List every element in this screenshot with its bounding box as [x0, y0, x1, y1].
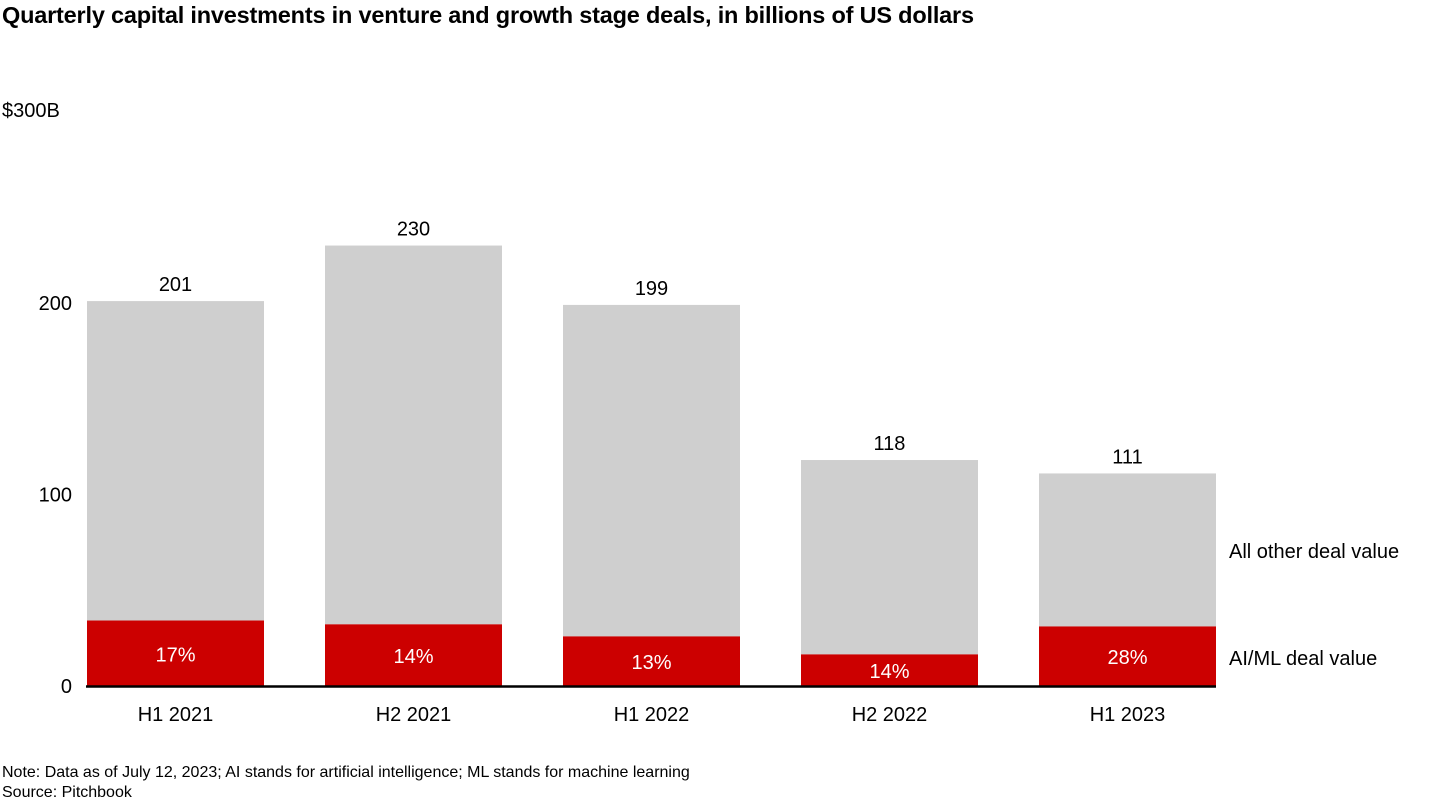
bar-segment-other	[325, 245, 502, 625]
x-tick-label: H2 2021	[376, 704, 452, 726]
y-tick-label: 0	[61, 676, 72, 698]
chart-footnote: Note: Data as of July 12, 2023; AI stand…	[2, 763, 690, 803]
bar-total-label: 230	[397, 219, 430, 241]
bar-segment-other	[87, 301, 264, 621]
bar-total-label: 111	[1112, 446, 1142, 468]
x-tick-label: H1 2022	[614, 704, 690, 726]
bar-total-label: 118	[874, 433, 906, 455]
x-tick-label: H1 2021	[138, 704, 214, 726]
bar-segment-ai-ml	[1039, 626, 1216, 686]
source-text: Source: Pitchbook	[2, 784, 132, 801]
x-tick-label: H2 2022	[852, 704, 928, 726]
bar-segment-other	[1039, 473, 1216, 627]
bar-total-label: 199	[635, 278, 668, 300]
bar-segment-other	[801, 460, 978, 655]
legend-label-ai-ml: AI/ML deal value	[1229, 648, 1377, 670]
bar-share-label: 28%	[1107, 647, 1147, 669]
bar-total-label: 201	[159, 274, 192, 296]
y-tick-label: 100	[39, 485, 72, 507]
bar-segment-ai-ml	[325, 624, 502, 686]
y-axis-unit-label: $300B	[2, 100, 60, 122]
bar-share-label: 14%	[869, 661, 909, 683]
note-text: Note: Data as of July 12, 2023; AI stand…	[2, 764, 690, 781]
bar-segment-ai-ml	[87, 620, 264, 686]
bar-segment-ai-ml	[563, 636, 740, 686]
bar-share-label: 14%	[393, 646, 433, 668]
x-tick-label: H1 2023	[1090, 704, 1166, 726]
bar-segment-ai-ml	[801, 654, 978, 686]
bar-segment-other	[563, 304, 740, 637]
y-tick-label: 200	[39, 293, 72, 315]
chart-title: Quarterly capital investments in venture…	[2, 2, 974, 28]
bar-share-label: 13%	[631, 652, 671, 674]
bar-share-label: 17%	[155, 644, 195, 666]
legend-label-other: All other deal value	[1229, 541, 1399, 563]
